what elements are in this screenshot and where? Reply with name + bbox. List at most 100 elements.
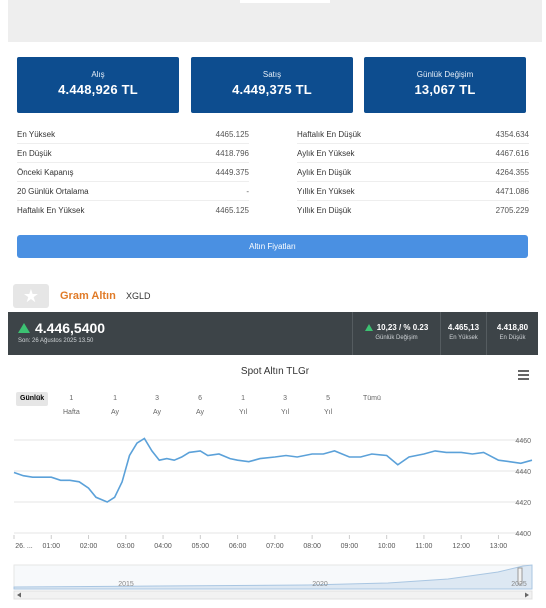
stat-value: 4471.086 [495,186,529,196]
x-tick-label: 04:00 [154,543,172,550]
y-tick-label: 4420 [515,500,531,507]
low-cell: 4.418,80 En Düşük [486,312,538,355]
range-button[interactable]: 6 Ay [196,395,205,416]
stat-label: Yıllık En Yüksek [297,186,355,196]
stat-label: En Yüksek [17,129,56,139]
stat-label: Aylık En Yüksek [297,148,355,158]
star-icon: ★ [22,286,40,306]
stat-label: Önceki Kapanış [17,167,74,177]
stat-value: 4465.125 [215,206,249,215]
x-tick-label: 08:00 [303,543,321,550]
daily-change-card: Günlük Değişim 13,067 TL [364,57,526,113]
daily-change-label: Günlük Değişim [375,335,418,341]
price-line [13,437,533,503]
stat-value: 4418.796 [215,148,249,158]
x-tick-label: 07:00 [266,543,284,550]
ask-value: 4.449,375 TL [232,82,312,97]
stat-label: En Düşük [17,148,52,158]
x-tick-label: 12:00 [452,543,470,550]
y-tick-label: 4440 [515,469,531,476]
y-tick-label: 4460 [515,438,531,445]
x-tick-label: 10:00 [378,543,396,550]
scrollbar [13,590,533,600]
last-update: Son: 26 Ağustos 2025 13.50 [18,338,94,344]
low-label: En Düşük [499,335,526,341]
chart-area: Spot Altın TLGr Günlük 1 Hafta 1 Ay 3 Ay… [8,357,542,608]
chart-title: Spot Altın TLGr [240,366,310,377]
stat-value: 4264.355 [495,167,529,177]
stat-row: 20 Günlük Ortalama - [17,182,249,201]
stat-row: Haftalık En Düşük 4354.634 [297,125,529,144]
x-tick-label: 03:00 [117,543,135,550]
x-tick-label: 26. ... [15,543,33,550]
stat-value: 4467.616 [495,148,529,158]
range-button[interactable]: 1 Ay [111,395,120,416]
stat-label: 20 Günlük Ortalama [17,186,89,196]
scroll-right-icon[interactable] [525,592,529,598]
stat-row: Aylık En Düşük 4264.355 [297,163,529,182]
price-chart[interactable]: 4460 4440 4420 4400 26. ... 01:00 02:00 03:00 04… [8,357,542,608]
up-arrow-icon [364,324,373,331]
bid-value: 4.448,926 TL [58,82,138,97]
stat-row: En Yüksek 4465.125 [17,125,249,144]
stat-row: Aylık En Yüksek 4467.616 [297,144,529,163]
stat-row: Yıllık En Düşük 2705.229 [297,201,529,220]
ask-card: Satış 4.449,375 TL [191,57,353,113]
gold-prices-button[interactable]: Altın Fiyatları [17,235,528,258]
bid-label: Alış [91,70,105,79]
range-button[interactable]: 5 Yıl [324,395,333,416]
up-arrow-icon [18,323,30,333]
daily-change-cell: 10,23 / % 0.23 Günlük Değişim [352,312,440,355]
range-button[interactable]: 3 Yıl [281,395,290,416]
stat-label: Haftalık En Yüksek [17,206,85,215]
last-price: 4.446,5400 [35,320,106,336]
navigator-series [13,564,533,590]
navigator-handle [517,567,523,585]
instrument-code: XGLD [126,291,151,301]
daily-change-value: 13,067 TL [414,82,476,97]
stat-row: Haftalık En Yüksek 4465.125 [17,201,249,220]
range-button[interactable]: 3 Ay [153,395,162,416]
navigator-label: 2020 [312,581,328,588]
stat-value: 4449.375 [215,167,249,177]
summary-panel: Alış 4.448,926 TL Satış 4.449,375 TL Gün… [8,50,542,276]
range-button[interactable]: 1 Hafta [63,395,80,416]
x-tick-label: 09:00 [341,543,359,550]
daily-change-value: 10,23 / % 0.23 [376,323,429,332]
ask-label: Satış [262,70,282,79]
stat-label: Yıllık En Düşük [297,206,352,215]
stat-row: Önceki Kapanış 4449.375 [17,163,249,182]
range-button[interactable]: 1 Yıl [239,395,248,416]
x-tick-label: 13:00 [490,543,508,550]
instrument-title-bar: ★ Gram Altın XGLD [8,278,542,310]
stat-value: - [246,186,249,196]
high-label: En Yüksek [449,335,478,341]
stat-label: Haftalık En Düşük [297,129,362,139]
scroll-left-icon[interactable] [17,592,21,598]
x-tick-label: 01:00 [43,543,61,550]
stat-label: Aylık En Düşük [297,167,352,177]
stat-row: Yıllık En Yüksek 4471.086 [297,182,529,201]
x-tick-label: 06:00 [229,543,247,550]
top-bar [8,0,542,42]
x-tick-label: 02:00 [80,543,98,550]
favorite-button[interactable]: ★ [13,284,49,308]
high-cell: 4.465,13 En Yüksek [440,312,486,355]
menu-icon[interactable] [518,370,529,380]
range-button[interactable]: Günlük [16,392,49,406]
daily-change-label: Günlük Değişim [416,70,474,79]
instrument-name: Gram Altın [60,290,116,302]
stat-value: 4354.634 [495,129,529,139]
stat-value: 2705.229 [495,206,529,215]
stats-right: Haftalık En Düşük 4354.634 Aylık En Yükse… [297,125,529,220]
x-tick-label: 05:00 [192,543,210,550]
low-value: 4.418,80 [496,323,529,332]
navigator-label: 2015 [118,581,134,588]
stats-left: En Yüksek 4465.125 En Düşük 4418.796 Öncek… [17,125,249,220]
y-tick-label: 4400 [515,531,531,538]
bid-card: Alış 4.448,926 TL [17,57,179,113]
range-button[interactable]: Tümü [363,395,381,402]
navigator-label: 2025 [511,581,527,588]
stat-row: En Düşük 4418.796 [17,144,249,163]
high-value: 4.465,13 [447,323,480,332]
